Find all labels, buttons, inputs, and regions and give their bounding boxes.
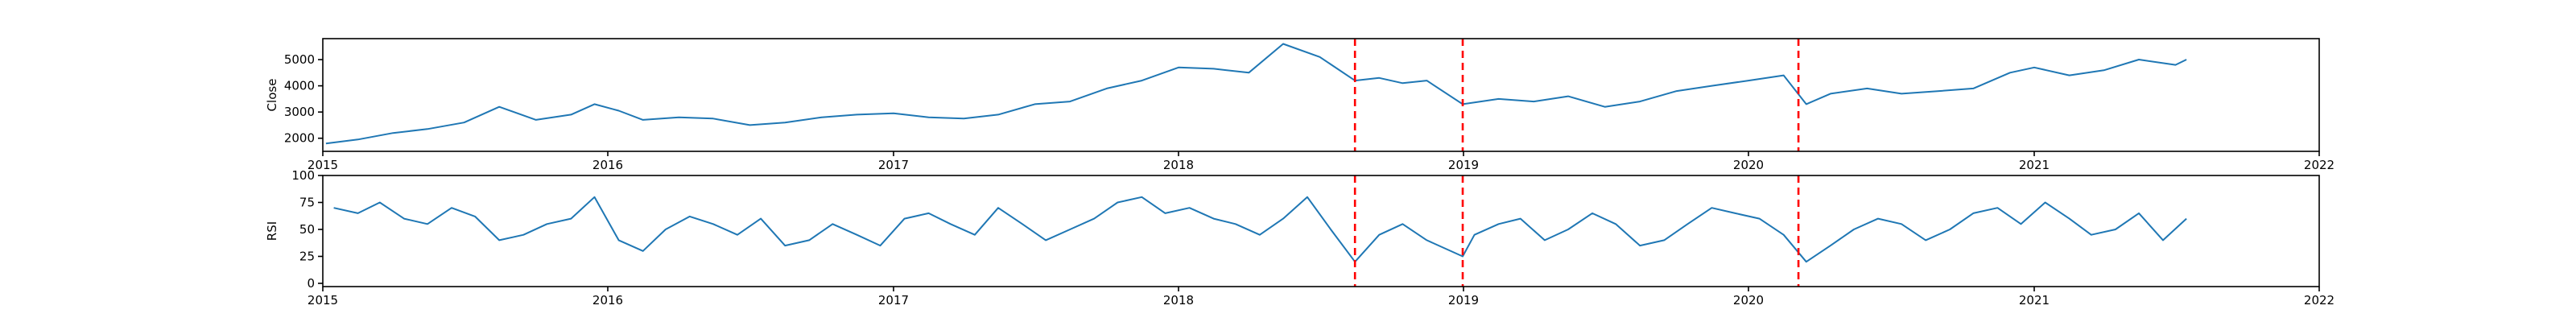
rsi-x-tick-label: 2016 [592, 293, 623, 308]
rsi-y-tick-label: 100 [291, 168, 315, 183]
rsi-x-tick-label: 2017 [878, 293, 909, 308]
close-price-panel: 2015 2016 2017 2018 2019 2020 2021 2022 2000 3000… [265, 38, 2334, 172]
close-x-tick-label: 2019 [1448, 158, 1479, 172]
rsi-x-tick-label: 2019 [1448, 293, 1479, 308]
rsi-y-tick-label: 50 [299, 222, 315, 237]
rsi-x-tick-label: 2020 [1733, 293, 1764, 308]
rsi-x-tick-label: 2018 [1163, 293, 1194, 308]
close-x-tick-label: 2015 [308, 158, 338, 172]
close-axes-frame [322, 38, 2320, 152]
rsi-series-line [333, 196, 2187, 263]
rsi-y-tick-label: 0 [307, 276, 315, 291]
rsi-x-tick-label: 2015 [308, 293, 338, 308]
close-x-tick-label: 2017 [878, 158, 909, 172]
close-x-tick-label: 2022 [2304, 158, 2334, 172]
close-x-tick-label: 2020 [1733, 158, 1764, 172]
close-x-tick-label: 2016 [592, 158, 623, 172]
close-y-axis-label: Close [265, 79, 279, 112]
close-y-tick-label: 4000 [284, 79, 315, 93]
close-y-tick-label: 2000 [284, 131, 315, 146]
rsi-y-axis-label: RSI [265, 221, 279, 241]
close-x-tick-label: 2018 [1163, 158, 1194, 172]
rsi-x-tick-label: 2021 [2019, 293, 2050, 308]
close-x-tick-label: 2021 [2019, 158, 2050, 172]
rsi-y-tick-label: 25 [299, 249, 315, 263]
close-y-tick-label: 5000 [284, 52, 315, 67]
close-y-tick-label: 3000 [284, 105, 315, 119]
rsi-axes-frame [322, 175, 2320, 287]
close-series-line [325, 43, 2187, 145]
rsi-y-tick-label: 75 [299, 195, 315, 209]
rsi-x-tick-label: 2022 [2304, 293, 2334, 308]
rsi-panel: 2015 2016 2017 2018 2019 2020 2021 2022 0 25 50 75 1… [265, 168, 2334, 308]
